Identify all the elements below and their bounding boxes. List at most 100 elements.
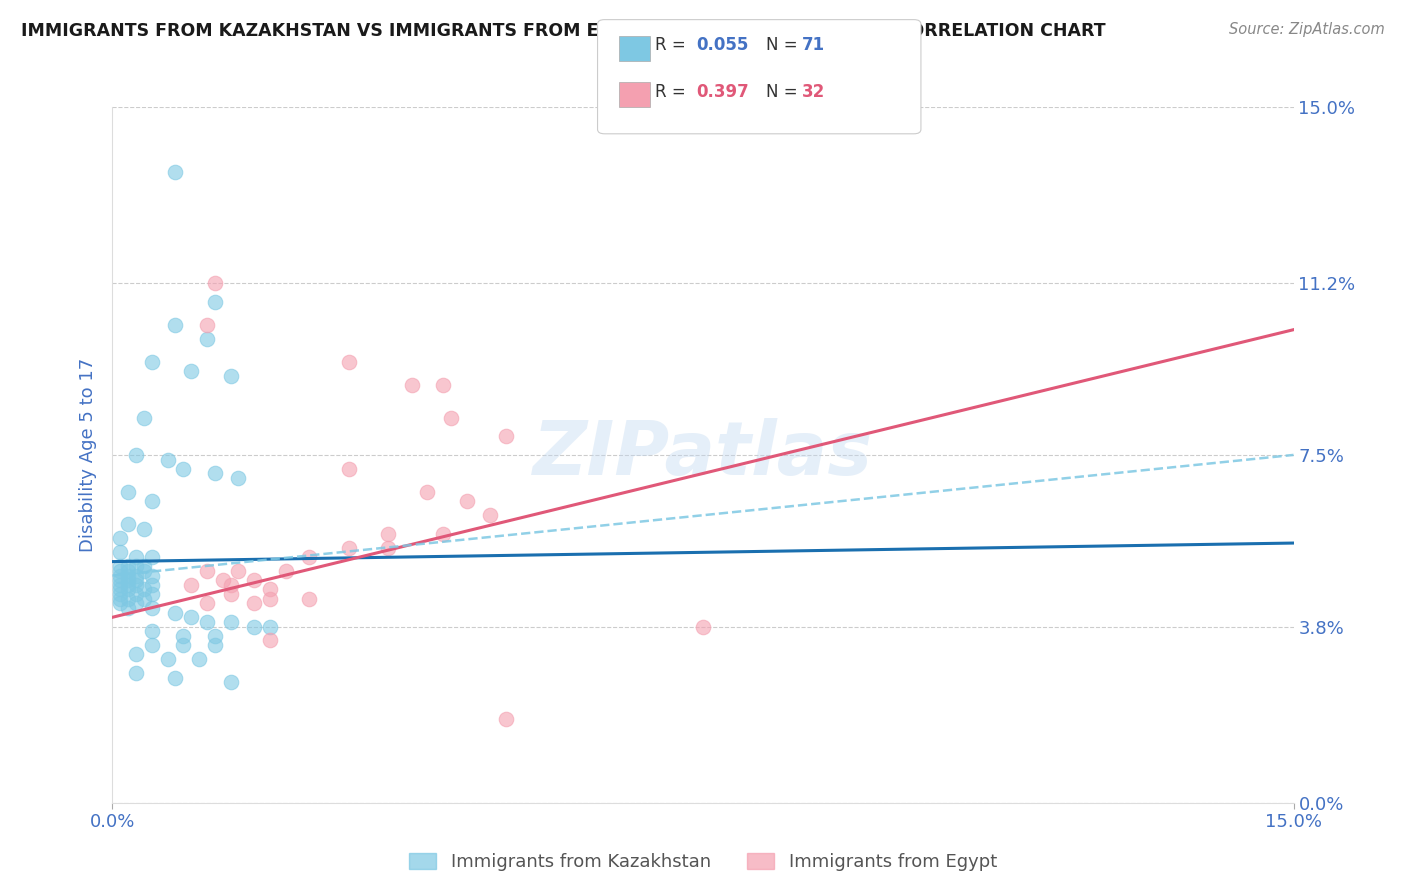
Point xyxy=(132,559,155,574)
Point xyxy=(259,619,281,633)
Point xyxy=(141,587,163,601)
Point xyxy=(132,591,155,606)
Point xyxy=(195,615,218,629)
Point xyxy=(117,582,139,597)
Point xyxy=(110,582,132,597)
Point xyxy=(195,564,218,578)
Point xyxy=(125,578,148,592)
Text: 0.055: 0.055 xyxy=(696,36,748,54)
Point xyxy=(204,638,226,652)
Point xyxy=(132,564,155,578)
Point xyxy=(219,587,242,601)
Point xyxy=(180,578,202,592)
Point xyxy=(165,606,187,620)
Point xyxy=(141,549,163,564)
Point xyxy=(125,549,148,564)
Point xyxy=(180,610,202,624)
Point xyxy=(110,532,132,546)
Point xyxy=(228,564,250,578)
Point xyxy=(132,522,155,536)
Point xyxy=(110,573,132,587)
Point xyxy=(117,573,139,587)
Point xyxy=(117,601,139,615)
Point xyxy=(456,494,478,508)
Point xyxy=(141,494,163,508)
Point xyxy=(125,596,148,610)
Point xyxy=(141,568,163,582)
Text: R =: R = xyxy=(655,36,692,54)
Point xyxy=(125,568,148,582)
Point xyxy=(141,355,163,369)
Text: 71: 71 xyxy=(801,36,824,54)
Point xyxy=(117,578,139,592)
Point xyxy=(188,652,211,666)
Point xyxy=(110,596,132,610)
Point xyxy=(259,582,281,597)
Point xyxy=(165,165,187,179)
Point xyxy=(440,410,463,425)
Point xyxy=(117,517,139,532)
Text: 32: 32 xyxy=(801,83,825,101)
Point xyxy=(110,559,132,574)
Point xyxy=(204,294,226,309)
Point xyxy=(195,332,218,346)
Point xyxy=(125,665,148,680)
Point xyxy=(432,526,454,541)
Point xyxy=(132,582,155,597)
Point xyxy=(110,587,132,601)
Point xyxy=(117,564,139,578)
Y-axis label: Disability Age 5 to 17: Disability Age 5 to 17 xyxy=(79,358,97,552)
Point xyxy=(219,369,242,384)
Legend: Immigrants from Kazakhstan, Immigrants from Egypt: Immigrants from Kazakhstan, Immigrants f… xyxy=(402,846,1004,879)
Point xyxy=(228,471,250,485)
Point xyxy=(141,578,163,592)
Point xyxy=(165,318,187,332)
Point xyxy=(110,545,132,559)
Point xyxy=(156,452,179,467)
Point xyxy=(377,541,399,555)
Point xyxy=(416,485,439,500)
Text: 0.397: 0.397 xyxy=(696,83,749,101)
Point xyxy=(298,591,321,606)
Point xyxy=(337,462,360,476)
Point xyxy=(125,587,148,601)
Point xyxy=(141,638,163,652)
Point xyxy=(495,429,517,443)
Point xyxy=(495,712,517,726)
Point xyxy=(401,378,423,392)
Point xyxy=(219,578,242,592)
Point xyxy=(219,615,242,629)
Text: ZIPatlas: ZIPatlas xyxy=(533,418,873,491)
Point xyxy=(141,601,163,615)
Point xyxy=(110,564,132,578)
Point xyxy=(432,378,454,392)
Text: IMMIGRANTS FROM KAZAKHSTAN VS IMMIGRANTS FROM EGYPT DISABILITY AGE 5 TO 17 CORRE: IMMIGRANTS FROM KAZAKHSTAN VS IMMIGRANTS… xyxy=(21,22,1105,40)
Point xyxy=(125,573,148,587)
Point xyxy=(132,410,155,425)
Point xyxy=(180,364,202,378)
Point xyxy=(117,559,139,574)
Point xyxy=(692,619,714,633)
Point xyxy=(110,578,132,592)
Point xyxy=(117,568,139,582)
Point xyxy=(117,591,139,606)
Point xyxy=(479,508,502,523)
Point xyxy=(156,652,179,666)
Point xyxy=(110,591,132,606)
Point xyxy=(172,629,194,643)
Point xyxy=(337,355,360,369)
Point xyxy=(110,568,132,582)
Point xyxy=(243,573,266,587)
Point xyxy=(243,596,266,610)
Point xyxy=(298,549,321,564)
Point xyxy=(125,648,148,662)
Point xyxy=(211,573,233,587)
Point xyxy=(172,462,194,476)
Point xyxy=(117,485,139,500)
Point xyxy=(141,624,163,639)
Point xyxy=(165,671,187,685)
Text: N =: N = xyxy=(766,36,803,54)
Point xyxy=(195,318,218,332)
Point xyxy=(125,448,148,462)
Point xyxy=(219,675,242,690)
